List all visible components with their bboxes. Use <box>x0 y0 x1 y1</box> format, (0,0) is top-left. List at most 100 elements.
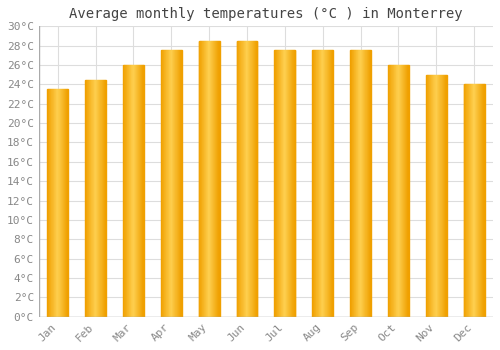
Bar <box>364 50 366 317</box>
Bar <box>328 50 329 317</box>
Bar <box>85 79 86 317</box>
Bar <box>166 50 167 317</box>
Bar <box>57 89 58 317</box>
Bar <box>397 65 398 317</box>
Bar <box>330 50 331 317</box>
Bar <box>293 50 294 317</box>
Bar <box>202 41 203 317</box>
Bar <box>90 79 92 317</box>
Bar <box>438 75 439 317</box>
Bar <box>350 50 351 317</box>
Bar <box>313 50 314 317</box>
Bar <box>252 41 253 317</box>
Bar <box>141 65 142 317</box>
Bar <box>435 75 436 317</box>
Bar <box>212 41 214 317</box>
Bar <box>315 50 316 317</box>
Bar <box>290 50 291 317</box>
Bar <box>245 41 246 317</box>
Bar <box>256 41 258 317</box>
Bar <box>283 50 284 317</box>
Bar <box>325 50 326 317</box>
Bar <box>318 50 319 317</box>
Bar <box>356 50 357 317</box>
Bar <box>441 75 442 317</box>
Bar <box>470 84 472 317</box>
Bar <box>179 50 180 317</box>
Bar <box>242 41 243 317</box>
Bar <box>88 79 90 317</box>
Bar <box>178 50 179 317</box>
Bar <box>98 79 99 317</box>
Bar <box>214 41 216 317</box>
Bar <box>368 50 369 317</box>
Bar <box>277 50 278 317</box>
Bar <box>332 50 333 317</box>
Bar <box>440 75 441 317</box>
Bar <box>395 65 396 317</box>
Bar <box>139 65 140 317</box>
Bar <box>444 75 446 317</box>
Title: Average monthly temperatures (°C ) in Monterrey: Average monthly temperatures (°C ) in Mo… <box>69 7 462 21</box>
Bar <box>59 89 60 317</box>
Bar <box>316 50 317 317</box>
Bar <box>294 50 296 317</box>
Bar <box>103 79 104 317</box>
Bar <box>249 41 250 317</box>
Bar <box>128 65 130 317</box>
Bar <box>94 79 95 317</box>
Bar <box>483 84 484 317</box>
Bar <box>99 79 100 317</box>
Bar <box>312 50 313 317</box>
Bar <box>62 89 64 317</box>
Bar <box>244 41 245 317</box>
Bar <box>211 41 212 317</box>
Bar <box>353 50 354 317</box>
Bar <box>169 50 170 317</box>
Bar <box>481 84 482 317</box>
Bar <box>426 75 428 317</box>
Bar <box>357 50 358 317</box>
Bar <box>164 50 165 317</box>
Bar <box>167 50 168 317</box>
Bar <box>172 50 174 317</box>
Bar <box>291 50 292 317</box>
Bar <box>475 84 476 317</box>
Bar <box>314 50 315 317</box>
Bar <box>390 65 391 317</box>
Bar <box>439 75 440 317</box>
Bar <box>280 50 281 317</box>
Bar <box>67 89 68 317</box>
Bar <box>86 79 88 317</box>
Bar <box>247 41 248 317</box>
Bar <box>140 65 141 317</box>
Bar <box>324 50 325 317</box>
Bar <box>479 84 480 317</box>
Bar <box>400 65 401 317</box>
Bar <box>125 65 126 317</box>
Bar <box>180 50 181 317</box>
Bar <box>248 41 249 317</box>
Bar <box>104 79 106 317</box>
Bar <box>394 65 395 317</box>
Bar <box>216 41 217 317</box>
Bar <box>354 50 355 317</box>
Bar <box>243 41 244 317</box>
Bar <box>317 50 318 317</box>
Bar <box>355 50 356 317</box>
Bar <box>358 50 359 317</box>
Bar <box>359 50 360 317</box>
Bar <box>204 41 205 317</box>
Bar <box>238 41 240 317</box>
Bar <box>123 65 124 317</box>
Bar <box>218 41 219 317</box>
Bar <box>396 65 397 317</box>
Bar <box>428 75 430 317</box>
Bar <box>138 65 139 317</box>
Bar <box>254 41 256 317</box>
Bar <box>292 50 293 317</box>
Bar <box>250 41 251 317</box>
Bar <box>97 79 98 317</box>
Bar <box>134 65 135 317</box>
Bar <box>251 41 252 317</box>
